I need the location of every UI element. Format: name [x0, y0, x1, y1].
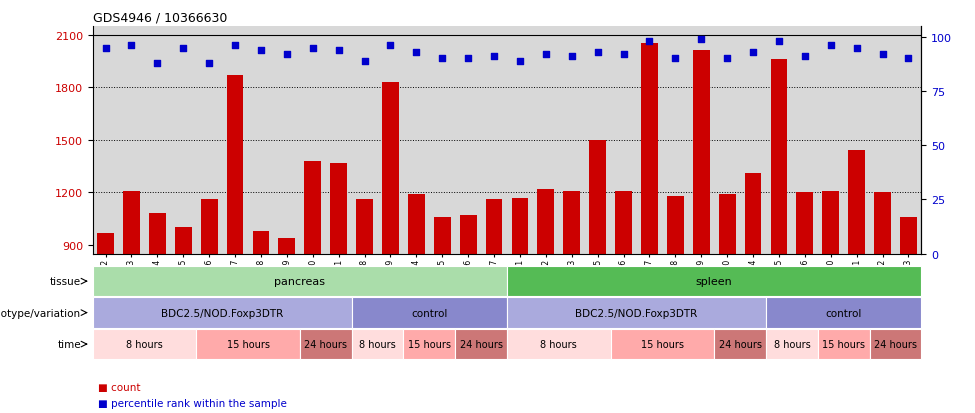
Point	[668, 56, 683, 63]
Point	[435, 56, 450, 63]
Point	[771, 39, 787, 45]
Text: time: time	[58, 339, 81, 349]
Text: pancreas: pancreas	[274, 276, 326, 287]
Bar	[875, 193, 891, 254]
Point	[745, 50, 760, 56]
Point	[460, 56, 476, 63]
Point	[409, 50, 424, 56]
Text: 15 hours: 15 hours	[641, 339, 683, 349]
Point	[538, 52, 554, 58]
Point	[823, 43, 838, 50]
Text: 24 hours: 24 hours	[719, 339, 761, 349]
Point	[487, 54, 502, 60]
Bar	[589, 140, 606, 254]
Bar	[900, 217, 916, 254]
Bar	[175, 228, 192, 254]
Bar	[848, 151, 865, 254]
Text: 24 hours: 24 hours	[304, 339, 347, 349]
Text: GDS4946 / 10366630: GDS4946 / 10366630	[93, 11, 227, 24]
Point	[305, 45, 321, 52]
Bar	[486, 200, 502, 254]
Bar	[512, 198, 528, 254]
Point	[564, 54, 579, 60]
Text: 8 hours: 8 hours	[540, 339, 577, 349]
Bar	[719, 195, 735, 254]
Point	[124, 43, 139, 50]
Bar	[123, 191, 139, 254]
Bar	[537, 189, 554, 254]
Text: ■ percentile rank within the sample: ■ percentile rank within the sample	[98, 398, 287, 408]
Point	[279, 52, 294, 58]
Text: genotype/variation: genotype/variation	[0, 308, 81, 318]
Point	[901, 56, 916, 63]
Point	[616, 52, 632, 58]
Bar	[564, 191, 580, 254]
Point	[202, 60, 217, 67]
Bar	[356, 200, 373, 254]
Point	[382, 43, 398, 50]
Text: 24 hours: 24 hours	[874, 339, 916, 349]
Text: BDC2.5/NOD.Foxp3DTR: BDC2.5/NOD.Foxp3DTR	[161, 308, 284, 318]
Point	[149, 60, 165, 67]
Point	[849, 45, 865, 52]
Bar	[304, 161, 321, 254]
Bar	[408, 195, 425, 254]
Point	[254, 47, 269, 54]
Point	[642, 39, 657, 45]
Text: control: control	[826, 308, 862, 318]
Bar	[822, 191, 839, 254]
Point	[720, 56, 735, 63]
Text: 15 hours: 15 hours	[226, 339, 269, 349]
Text: 8 hours: 8 hours	[126, 339, 163, 349]
Bar	[667, 196, 683, 254]
Bar	[382, 83, 399, 254]
Bar	[460, 216, 477, 254]
Text: ■ count: ■ count	[98, 382, 140, 392]
Text: 8 hours: 8 hours	[359, 339, 396, 349]
Bar	[770, 60, 788, 254]
Bar	[279, 238, 295, 254]
Point	[693, 36, 709, 43]
Text: tissue: tissue	[50, 276, 81, 287]
Point	[590, 50, 605, 56]
Bar	[615, 191, 632, 254]
Bar	[693, 51, 710, 254]
Bar	[434, 217, 450, 254]
Point	[227, 43, 243, 50]
Bar	[226, 76, 244, 254]
Point	[331, 47, 346, 54]
Point	[875, 52, 890, 58]
Bar	[149, 214, 166, 254]
Point	[176, 45, 191, 52]
Point	[797, 54, 812, 60]
Text: 24 hours: 24 hours	[459, 339, 502, 349]
Text: 8 hours: 8 hours	[773, 339, 810, 349]
Text: control: control	[411, 308, 448, 318]
Point	[357, 58, 372, 65]
Bar	[201, 200, 217, 254]
Text: spleen: spleen	[696, 276, 732, 287]
Text: 15 hours: 15 hours	[822, 339, 865, 349]
Bar	[253, 231, 269, 254]
Text: BDC2.5/NOD.Foxp3DTR: BDC2.5/NOD.Foxp3DTR	[575, 308, 698, 318]
Point	[512, 58, 527, 65]
Bar	[331, 163, 347, 254]
Bar	[641, 44, 658, 254]
Bar	[98, 233, 114, 254]
Bar	[745, 173, 761, 254]
Point	[98, 45, 113, 52]
Bar	[797, 193, 813, 254]
Text: 15 hours: 15 hours	[408, 339, 450, 349]
